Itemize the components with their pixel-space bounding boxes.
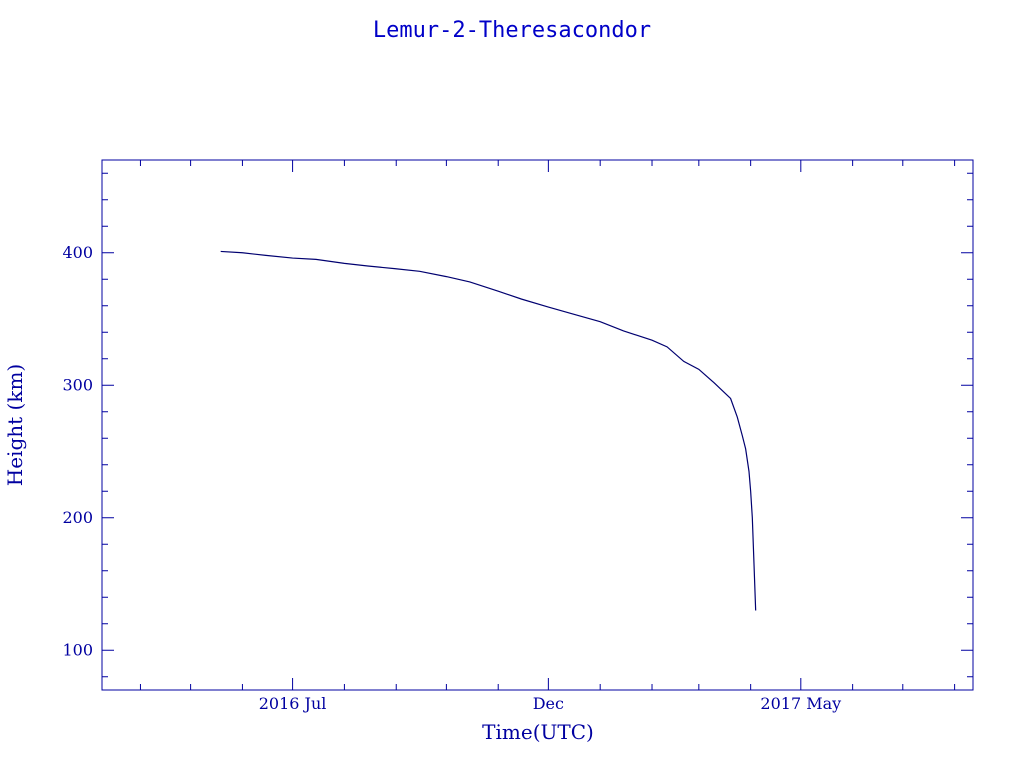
y-tick-label: 300	[62, 375, 93, 394]
x-tick-label: 2016 Jul	[259, 694, 327, 713]
y-tick-label: 400	[62, 243, 93, 262]
y-tick-label: 100	[62, 640, 93, 659]
y-tick-label: 200	[62, 508, 93, 527]
y-axis-ticks	[102, 172, 973, 678]
x-axis-ticks	[139, 160, 956, 690]
x-tick-label: 2017 May	[760, 694, 841, 713]
plot-frame	[101, 159, 974, 691]
series-line-height	[220, 250, 757, 611]
chart-title: Lemur-2-Theresacondor	[373, 18, 651, 43]
x-tick-label: Dec	[533, 694, 564, 713]
x-axis-tick-labels: 2016 Jul Dec 2017 May	[259, 694, 841, 713]
y-axis-tick-labels: 100 200 300 400	[62, 243, 93, 660]
x-axis-title: Time(UTC)	[482, 720, 594, 744]
y-axis-title: Height (km)	[3, 364, 27, 486]
